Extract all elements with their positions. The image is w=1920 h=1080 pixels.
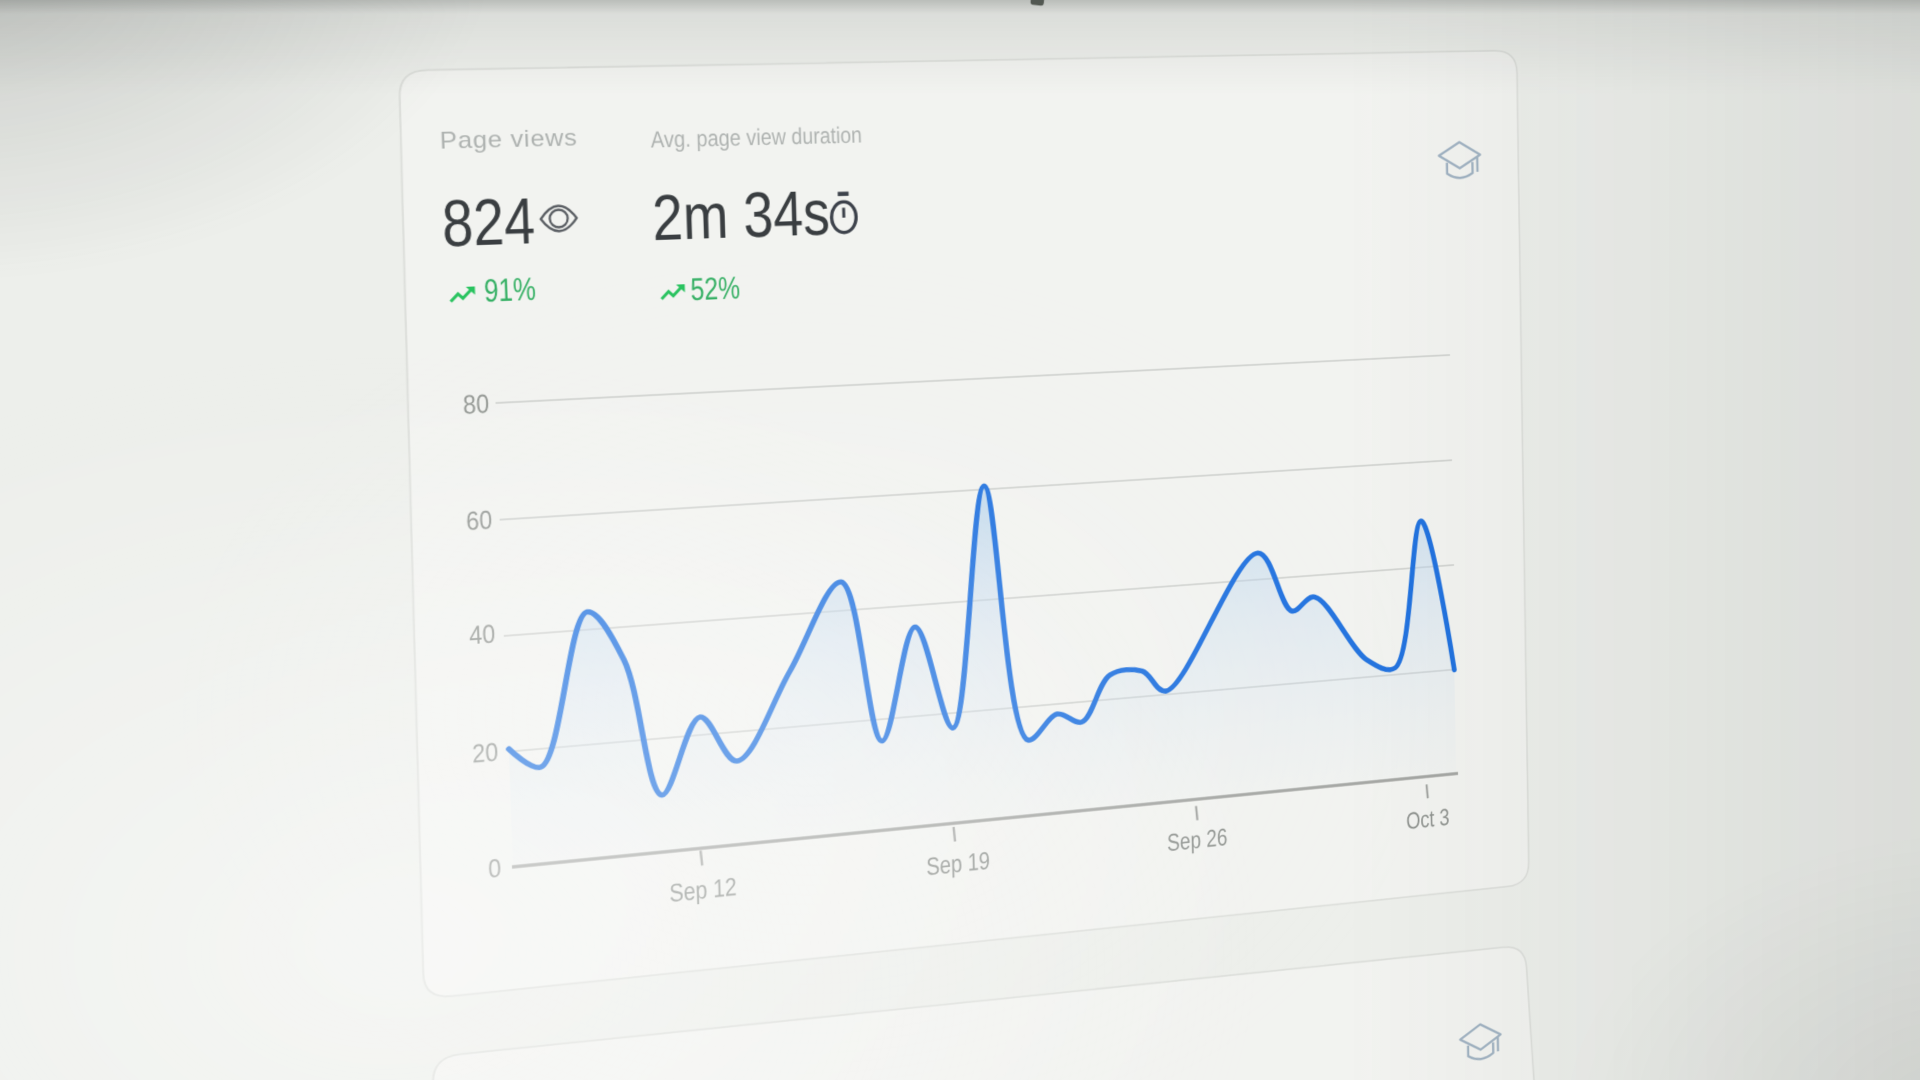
- svg-text:Sep 19: Sep 19: [926, 847, 990, 881]
- svg-text:Sep 12: Sep 12: [669, 872, 737, 907]
- svg-text:20: 20: [472, 737, 499, 769]
- svg-text:40: 40: [469, 619, 496, 650]
- svg-text:Oct 3: Oct 3: [1406, 804, 1450, 835]
- svg-text:Sep 26: Sep 26: [1167, 824, 1228, 857]
- svg-text:60: 60: [466, 505, 493, 536]
- svg-text:0: 0: [488, 853, 502, 883]
- svg-text:80: 80: [462, 389, 489, 420]
